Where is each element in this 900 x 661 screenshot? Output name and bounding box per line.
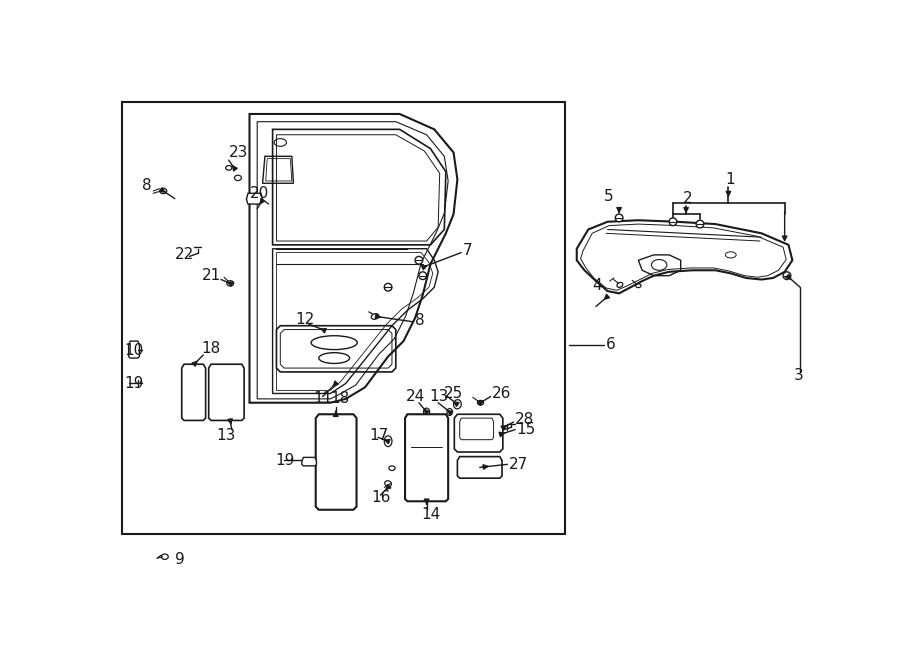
- Text: 11: 11: [313, 391, 333, 407]
- Text: 3: 3: [794, 368, 804, 383]
- Circle shape: [669, 218, 677, 225]
- Circle shape: [616, 214, 623, 222]
- Ellipse shape: [447, 408, 453, 415]
- Text: 1: 1: [725, 172, 735, 187]
- Text: 19: 19: [274, 453, 294, 468]
- Text: 8: 8: [142, 178, 152, 193]
- Text: 10: 10: [125, 343, 144, 358]
- Text: 5: 5: [604, 189, 613, 204]
- Text: 12: 12: [296, 312, 315, 327]
- Ellipse shape: [635, 284, 641, 288]
- Polygon shape: [454, 414, 503, 452]
- Text: 28: 28: [515, 412, 535, 427]
- Ellipse shape: [424, 408, 429, 416]
- Text: 13: 13: [217, 428, 236, 443]
- Text: 25: 25: [444, 386, 463, 401]
- Polygon shape: [405, 414, 448, 501]
- Text: 27: 27: [509, 457, 528, 472]
- Text: 22: 22: [175, 247, 194, 262]
- Text: 13: 13: [429, 389, 448, 404]
- Text: 14: 14: [421, 507, 440, 522]
- Text: 18: 18: [330, 391, 349, 407]
- Polygon shape: [457, 457, 502, 478]
- Polygon shape: [302, 457, 317, 466]
- Text: 16: 16: [371, 490, 391, 505]
- Ellipse shape: [161, 554, 168, 559]
- Text: 15: 15: [517, 422, 535, 437]
- Ellipse shape: [372, 313, 379, 319]
- Polygon shape: [316, 414, 356, 510]
- Ellipse shape: [617, 282, 623, 288]
- Polygon shape: [209, 364, 244, 420]
- Text: 8: 8: [415, 313, 425, 328]
- Bar: [122, 102, 565, 533]
- Circle shape: [415, 256, 423, 264]
- Text: 4: 4: [592, 278, 602, 293]
- Ellipse shape: [477, 401, 483, 405]
- Circle shape: [696, 220, 704, 228]
- Polygon shape: [182, 364, 205, 420]
- Text: 2: 2: [683, 191, 693, 206]
- Ellipse shape: [454, 400, 462, 409]
- Text: 19: 19: [125, 376, 144, 391]
- Text: 18: 18: [201, 341, 220, 356]
- Ellipse shape: [384, 436, 392, 447]
- Polygon shape: [247, 193, 263, 204]
- Text: 20: 20: [249, 186, 269, 201]
- Text: 24: 24: [406, 389, 425, 404]
- Ellipse shape: [235, 175, 241, 180]
- Text: 23: 23: [229, 145, 248, 160]
- Text: 6: 6: [606, 338, 616, 352]
- Circle shape: [384, 284, 392, 291]
- Ellipse shape: [160, 188, 166, 194]
- Circle shape: [783, 272, 791, 280]
- Ellipse shape: [227, 281, 234, 286]
- Text: 26: 26: [492, 386, 511, 401]
- Text: 17: 17: [369, 428, 388, 443]
- Ellipse shape: [384, 481, 392, 486]
- Ellipse shape: [226, 165, 232, 170]
- Ellipse shape: [389, 466, 395, 471]
- Text: 21: 21: [202, 268, 221, 283]
- Circle shape: [418, 272, 427, 280]
- Text: 9: 9: [175, 551, 184, 566]
- Text: 7: 7: [463, 243, 473, 258]
